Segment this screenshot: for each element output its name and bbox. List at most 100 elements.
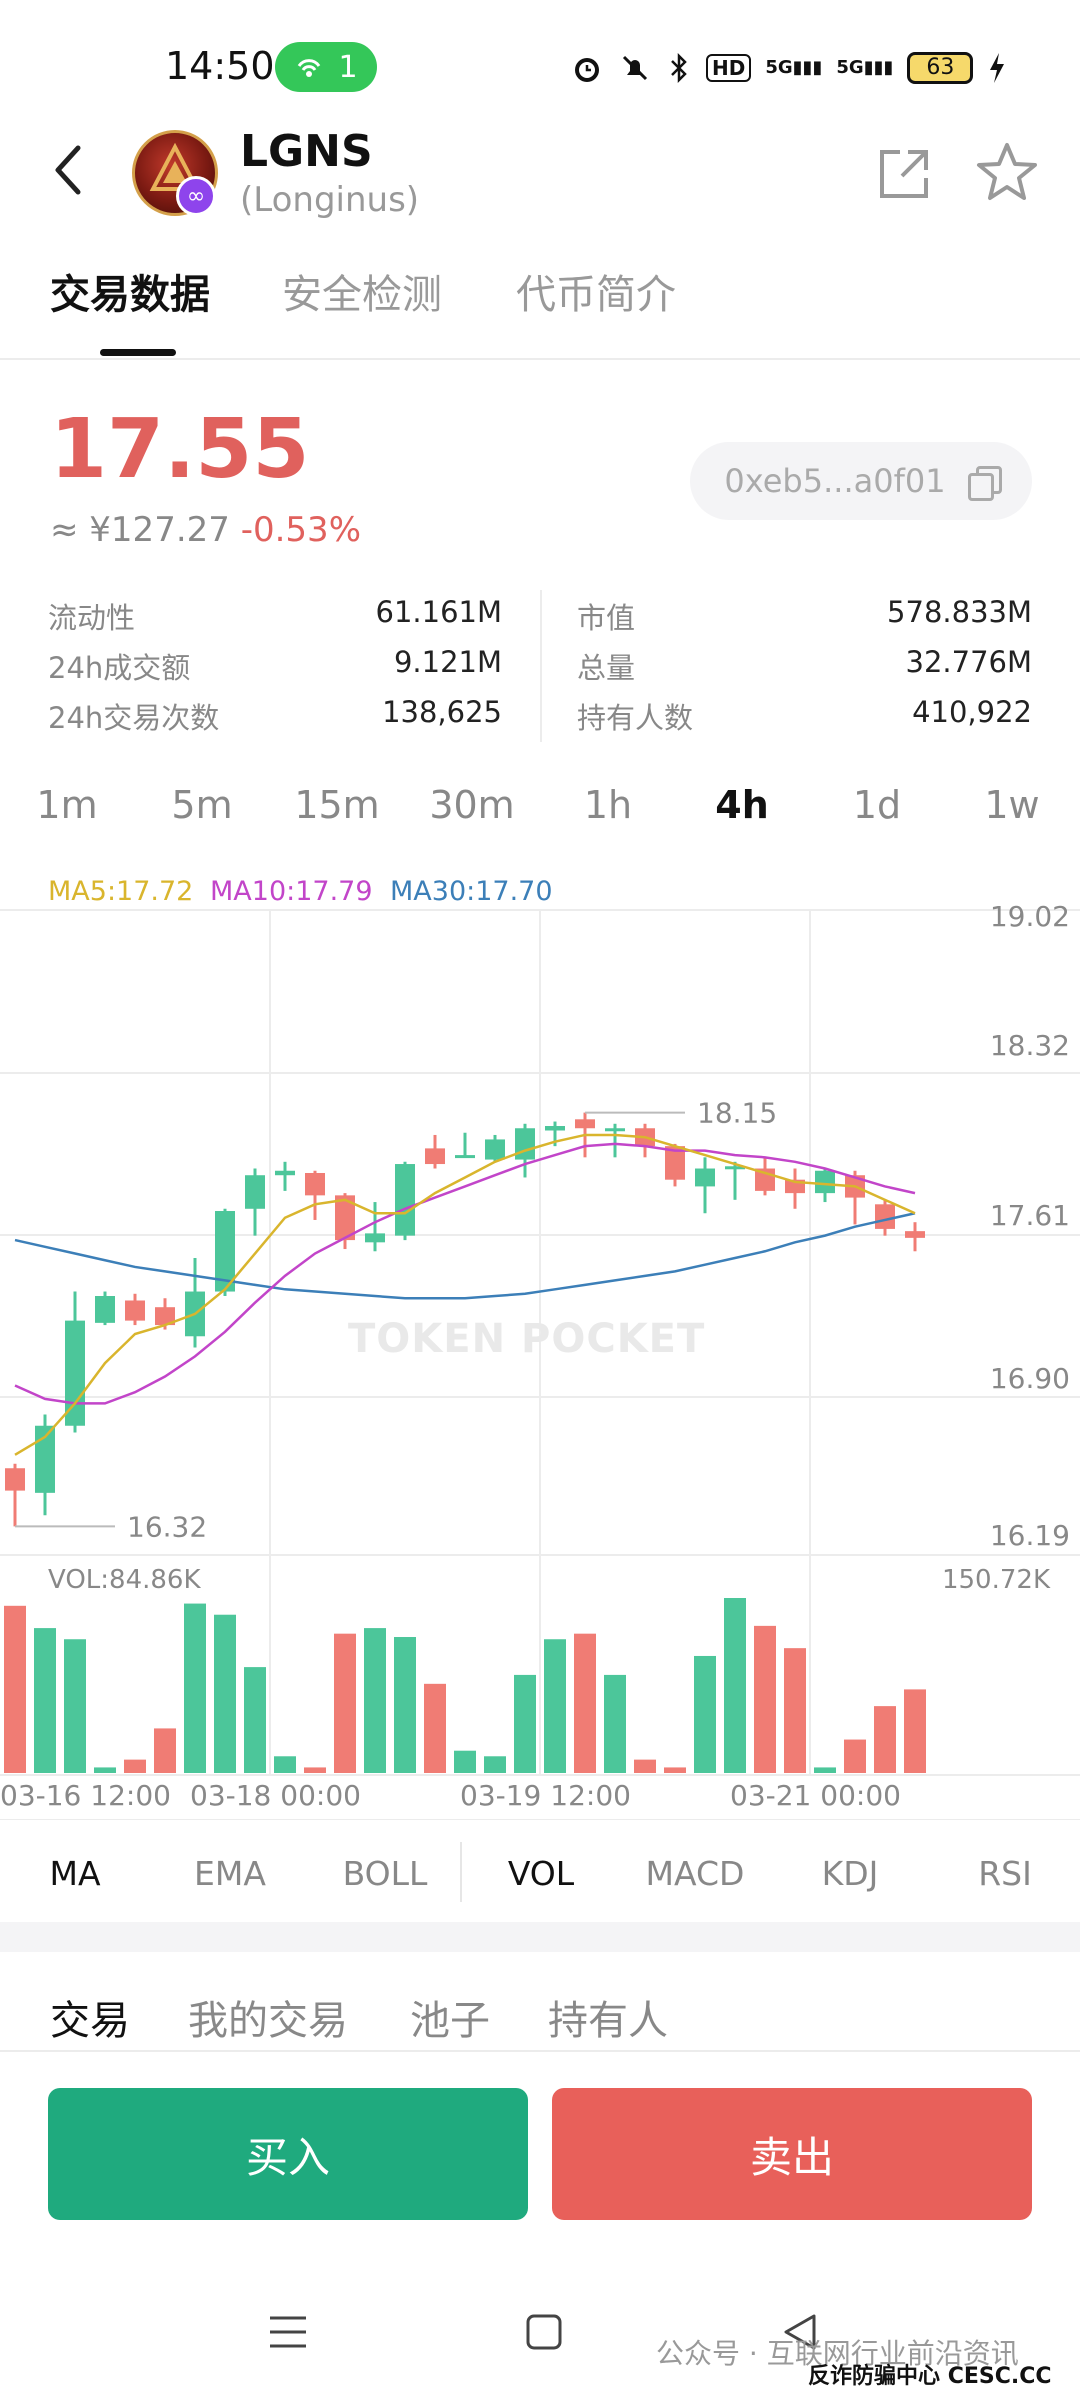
tab-trade-data[interactable]: 交易数据: [50, 272, 210, 318]
candle-body: [275, 1170, 295, 1176]
stats-divider: [540, 590, 542, 742]
timeframe-1m[interactable]: 1m: [36, 783, 98, 827]
indicator-ma[interactable]: MA: [49, 1854, 101, 1893]
indicator-boll[interactable]: BOLL: [342, 1854, 428, 1893]
candle-body: [65, 1320, 85, 1426]
source-badge-text: 反诈防骗中心: [808, 2364, 941, 2389]
hd-badge: HD: [706, 54, 752, 82]
section-gap: [0, 1922, 1080, 1952]
ma5-legend: MA5:17.72: [48, 876, 194, 907]
tab-trades[interactable]: 交易: [50, 1998, 130, 2044]
volume-bar: [874, 1706, 896, 1773]
source-badge-site: CESC.CC: [947, 2364, 1052, 2389]
hotspot-count: 1: [338, 49, 358, 85]
tab-my-trades[interactable]: 我的交易: [188, 1998, 348, 2044]
current-price: 17.55: [50, 402, 310, 497]
candle-body: [545, 1126, 565, 1131]
tab-holders[interactable]: 持有人: [548, 1998, 668, 2044]
ma10-legend: MA10:17.79: [210, 876, 373, 907]
volume-bar: [454, 1750, 476, 1773]
y-tick-label: 16.19: [990, 1519, 1070, 1552]
volume-bar: [364, 1628, 386, 1773]
home-nav-icon[interactable]: [522, 2310, 566, 2354]
stat-label-holders: 持有人数: [577, 701, 694, 735]
back-nav-icon[interactable]: [778, 2310, 822, 2354]
y-tick-label: 18.32: [990, 1029, 1070, 1062]
timeframe-5m[interactable]: 5m: [171, 783, 233, 827]
volume-bar: [904, 1689, 926, 1773]
stat-value-total-supply: 32.776M: [905, 645, 1033, 679]
volume-bars: [4, 1598, 926, 1773]
candle-body: [425, 1148, 445, 1165]
volume-bar: [574, 1633, 596, 1773]
volume-bar: [664, 1767, 686, 1773]
volume-bar: [514, 1674, 536, 1773]
stat-label-market-cap: 市值: [577, 601, 636, 635]
volume-bar: [424, 1683, 446, 1773]
stat-value-24h-volume: 9.121M: [393, 645, 502, 679]
volume-bar: [154, 1728, 176, 1773]
status-time: 14:50: [165, 44, 275, 88]
indicator-macd[interactable]: MACD: [645, 1854, 745, 1893]
volume-bar: [274, 1756, 296, 1773]
ma5-line: [14, 1133, 916, 1456]
candle-body: [95, 1296, 115, 1323]
volume-bar: [544, 1639, 566, 1773]
signal-icon: 5G▮▮▮: [765, 57, 823, 78]
timeframe-1d[interactable]: 1d: [852, 783, 902, 827]
timeframe-4h[interactable]: 4h: [715, 783, 769, 827]
x-tick-label: 03-16 12:00: [0, 1779, 171, 1812]
candle-body: [605, 1128, 625, 1132]
timeframe-30m[interactable]: 30m: [429, 783, 515, 827]
price-cny: ≈ ¥127.27: [50, 510, 230, 550]
hotspot-pill[interactable]: 1: [275, 42, 377, 92]
indicator-vol[interactable]: VOL: [507, 1854, 575, 1893]
volume-bar: [394, 1637, 416, 1773]
tab-security-check[interactable]: 安全检测: [282, 272, 442, 318]
candlestick-chart[interactable]: 19.02 18.32 17.61 16.90 16.19 18.15 16.32 VOL:8…: [0, 905, 1080, 1820]
volume-bar: [124, 1759, 146, 1773]
signal-2-label: 5G: [836, 57, 864, 78]
indicator-kdj[interactable]: KDJ: [821, 1854, 879, 1893]
star-icon[interactable]: [974, 140, 1040, 206]
stat-label-24h-volume: 24h成交额: [48, 651, 191, 685]
buy-button[interactable]: 买入: [48, 2088, 528, 2220]
tab-pools[interactable]: 池子: [410, 1998, 490, 2044]
candle-body: [725, 1166, 745, 1170]
signal-1-label: 5G: [765, 57, 793, 78]
candle-body: [875, 1204, 895, 1229]
token-name: (Longinus): [240, 180, 420, 220]
alarm-icon: [575, 58, 599, 82]
volume-bar: [4, 1605, 26, 1773]
sell-button[interactable]: 卖出: [552, 2088, 1032, 2220]
chain-badge-icon: ∞: [176, 176, 216, 216]
back-icon[interactable]: [48, 140, 88, 200]
contract-address: 0xeb5...a0f01: [724, 462, 946, 500]
copy-icon[interactable]: [967, 466, 1002, 501]
volume-bar: [334, 1633, 356, 1773]
vol-max-label: 150.72K: [942, 1565, 1051, 1595]
volume-bar: [64, 1639, 86, 1773]
share-icon[interactable]: [876, 146, 932, 202]
logo-emblem-icon: [149, 142, 201, 191]
timeframe-15m[interactable]: 15m: [294, 783, 380, 827]
volume-bar: [694, 1655, 716, 1773]
hotspot-icon: [298, 59, 321, 77]
volume-bar: [634, 1759, 656, 1773]
status-icons: HD 5G▮▮▮ 5G▮▮▮ 63: [570, 46, 1007, 90]
candle-body: [455, 1155, 475, 1159]
indicator-rsi[interactable]: RSI: [978, 1854, 1032, 1893]
timeframe-1h[interactable]: 1h: [583, 783, 633, 827]
candle-body: [575, 1119, 595, 1129]
high-price-label: 18.15: [697, 1097, 777, 1130]
menu-nav-icon[interactable]: [266, 2310, 310, 2354]
volume-bar: [604, 1674, 626, 1773]
active-tab-indicator: [100, 349, 176, 356]
ma10-line: [14, 1142, 916, 1405]
tab-token-intro[interactable]: 代币简介: [516, 272, 676, 318]
indicator-ema[interactable]: EMA: [194, 1854, 266, 1893]
contract-address-chip[interactable]: 0xeb5...a0f01: [690, 442, 1032, 520]
timeframe-1w[interactable]: 1w: [984, 783, 1040, 827]
x-tick-label: 03-18 00:00: [190, 1779, 361, 1812]
chart-labels: 19.02 18.32 17.61 16.90 16.19 18.15 16.32 VOL:8…: [0, 905, 1070, 1812]
